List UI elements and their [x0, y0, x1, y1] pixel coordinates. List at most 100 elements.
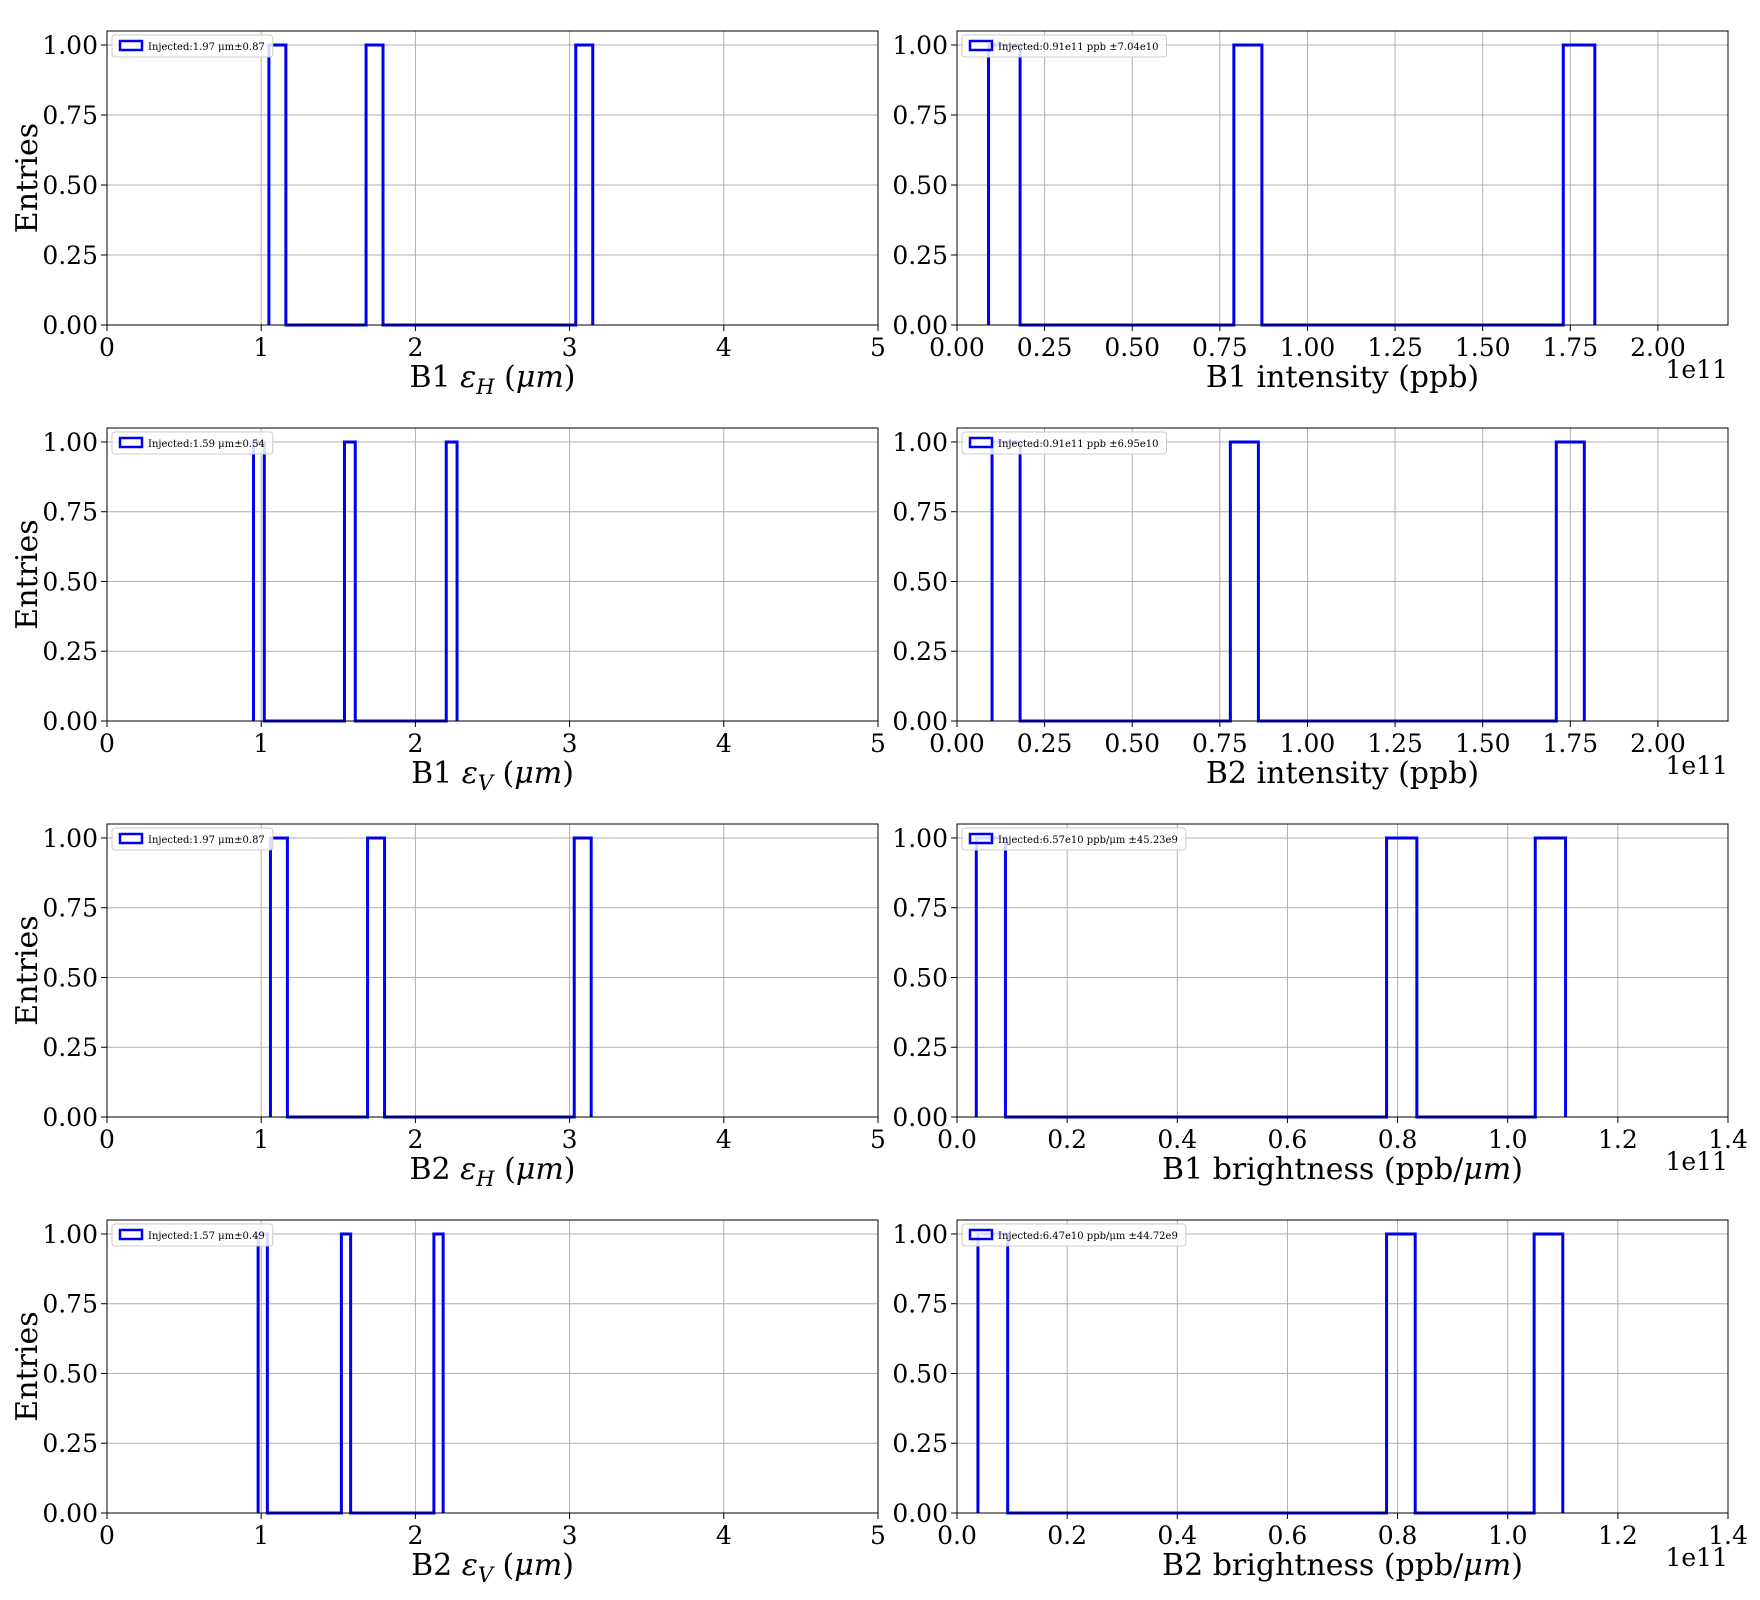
x-tick-label: 0.00	[929, 729, 985, 758]
x-tick-label: 5	[870, 1521, 886, 1550]
y-axis-label: Entries	[10, 1311, 45, 1421]
y-tick-label: 1.00	[892, 428, 948, 457]
histogram-outline	[268, 836, 593, 1119]
y-tick-label: 0.75	[892, 498, 948, 527]
x-tick-label: 2.00	[1630, 333, 1686, 362]
axes-frame	[106, 823, 879, 1118]
y-tick-label: 0.25	[892, 1429, 948, 1458]
y-tick-label: 0.00	[892, 1499, 948, 1528]
axes-frame	[106, 1219, 879, 1514]
legend: Injected:1.57 μm±0.49	[111, 1223, 274, 1247]
x-tick-label: 1.25	[1367, 333, 1423, 362]
y-tick-label: 0.75	[42, 1290, 98, 1319]
x-tick-label: 0.6	[1268, 1521, 1308, 1550]
legend: Injected:1.97 μm±0.87	[111, 34, 274, 58]
legend-swatch	[968, 436, 994, 449]
legend-text: Injected:0.91e11 ppb ±7.04e10	[998, 42, 1158, 53]
x-tick-label: 4	[716, 1125, 732, 1154]
x-axis-label: B2 brightness (ppb/μm)	[1162, 1548, 1523, 1583]
y-tick-label: 1.00	[42, 824, 98, 853]
y-tick-label: 0.75	[892, 894, 948, 923]
y-tick-label: 0.75	[42, 498, 98, 527]
y-tick-label: 0.75	[42, 101, 98, 130]
subplot-8: 0.0 0.2 0.4 0.6 0.8 1.0 1.2 1.4 0.00 0.25 0.50 0.75…	[892, 1219, 1748, 1583]
x-tick-label: 0.0	[937, 1521, 977, 1550]
x-tick-label: 1.0	[1488, 1125, 1528, 1154]
y-tick-label: 0.25	[42, 1033, 98, 1062]
axes-frame	[106, 30, 879, 326]
x-tick-label: 1.25	[1367, 729, 1423, 758]
legend-box	[961, 431, 1167, 455]
y-tick-label: 0.25	[892, 1033, 948, 1062]
histogram-outline	[267, 43, 595, 327]
axes-frame	[956, 30, 1729, 326]
legend-swatch	[968, 832, 994, 845]
x-tick-label: 0	[99, 1521, 115, 1550]
x-tick-label: 0.75	[1192, 333, 1248, 362]
x-tick-label: 4	[716, 729, 732, 758]
x-tick-label: 3	[562, 333, 578, 362]
y-tick-label: 0.00	[892, 707, 948, 736]
x-tick-label: 1.50	[1455, 333, 1511, 362]
x-axis-label: B2 εH (μm)	[409, 1152, 575, 1191]
axes-frame	[106, 427, 879, 722]
axes-frame	[956, 427, 1729, 722]
x-axis-label: B1 intensity (ppb)	[1206, 360, 1479, 395]
x-tick-label: 0.25	[1017, 333, 1073, 362]
x-tick-label: 0.50	[1104, 729, 1160, 758]
y-tick-label: 0.50	[42, 1359, 98, 1388]
legend: Injected:1.59 μm±0.54	[111, 431, 274, 455]
x-tick-label: 4	[716, 1521, 732, 1550]
x-tick-label: 1.50	[1455, 729, 1511, 758]
legend-box	[961, 34, 1167, 58]
y-tick-label: 0.25	[42, 1429, 98, 1458]
x-axis-label: B1 brightness (ppb/μm)	[1162, 1152, 1523, 1187]
y-tick-label: 0.25	[892, 241, 948, 270]
subplot-5: 0 1 2 3 4 5 0.00 0.25 0.50 0.75 1.00 B2 εH (μm) Entr…	[10, 823, 886, 1191]
x-tick-label: 1.4	[1708, 1125, 1748, 1154]
x-tick-label: 2	[407, 1521, 423, 1550]
x-tick-label: 0.2	[1047, 1521, 1087, 1550]
legend-box	[961, 1223, 1187, 1247]
legend: Injected:0.91e11 ppb ±6.95e10	[961, 431, 1167, 455]
y-axis-label: Entries	[10, 123, 45, 233]
x-tick-label: 1.2	[1598, 1521, 1638, 1550]
y-tick-label: 1.00	[892, 31, 948, 60]
y-tick-label: 0.50	[892, 1359, 948, 1388]
y-axis-label: Entries	[10, 915, 45, 1025]
x-offset-label: 1e11	[1665, 1543, 1728, 1572]
y-tick-label: 0.50	[42, 171, 98, 200]
y-tick-label: 1.00	[892, 1220, 948, 1249]
x-tick-label: 1.75	[1542, 333, 1598, 362]
y-tick-label: 0.50	[42, 567, 98, 596]
x-tick-label: 0.4	[1157, 1125, 1197, 1154]
x-tick-label: 0.2	[1047, 1125, 1087, 1154]
legend-swatch	[118, 39, 144, 52]
x-tick-label: 0.8	[1378, 1521, 1418, 1550]
x-tick-label: 1.0	[1488, 1521, 1528, 1550]
legend-text: Injected:6.47e10 ppb/μm ±44.72e9	[998, 1231, 1178, 1242]
legend-text: Injected:1.97 μm±0.87	[148, 42, 265, 53]
y-tick-label: 0.25	[892, 637, 948, 666]
y-tick-label: 0.00	[892, 1103, 948, 1132]
x-axis-label: B2 εV (μm)	[411, 1548, 574, 1587]
x-tick-label: 0.75	[1192, 729, 1248, 758]
y-tick-label: 0.00	[42, 311, 98, 340]
legend-box	[111, 1223, 274, 1247]
legend-box	[111, 431, 274, 455]
y-tick-label: 0.25	[42, 637, 98, 666]
legend: Injected:1.97 μm±0.87	[111, 827, 274, 851]
x-tick-label: 0.0	[937, 1125, 977, 1154]
y-tick-label: 0.75	[42, 894, 98, 923]
y-tick-label: 1.00	[42, 31, 98, 60]
y-tick-label: 0.50	[892, 171, 948, 200]
x-tick-label: 3	[562, 1125, 578, 1154]
legend: Injected:6.57e10 ppb/μm ±45.23e9	[961, 827, 1187, 851]
x-tick-label: 2	[407, 1125, 423, 1154]
x-tick-label: 1	[253, 333, 269, 362]
subplot-7: 0 1 2 3 4 5 0.00 0.25 0.50 0.75 1.00 B2 εV (μm) Entr…	[10, 1219, 886, 1587]
y-tick-label: 0.50	[892, 567, 948, 596]
x-tick-label: 0	[99, 729, 115, 758]
y-tick-label: 0.50	[42, 963, 98, 992]
x-offset-label: 1e11	[1665, 1147, 1728, 1176]
